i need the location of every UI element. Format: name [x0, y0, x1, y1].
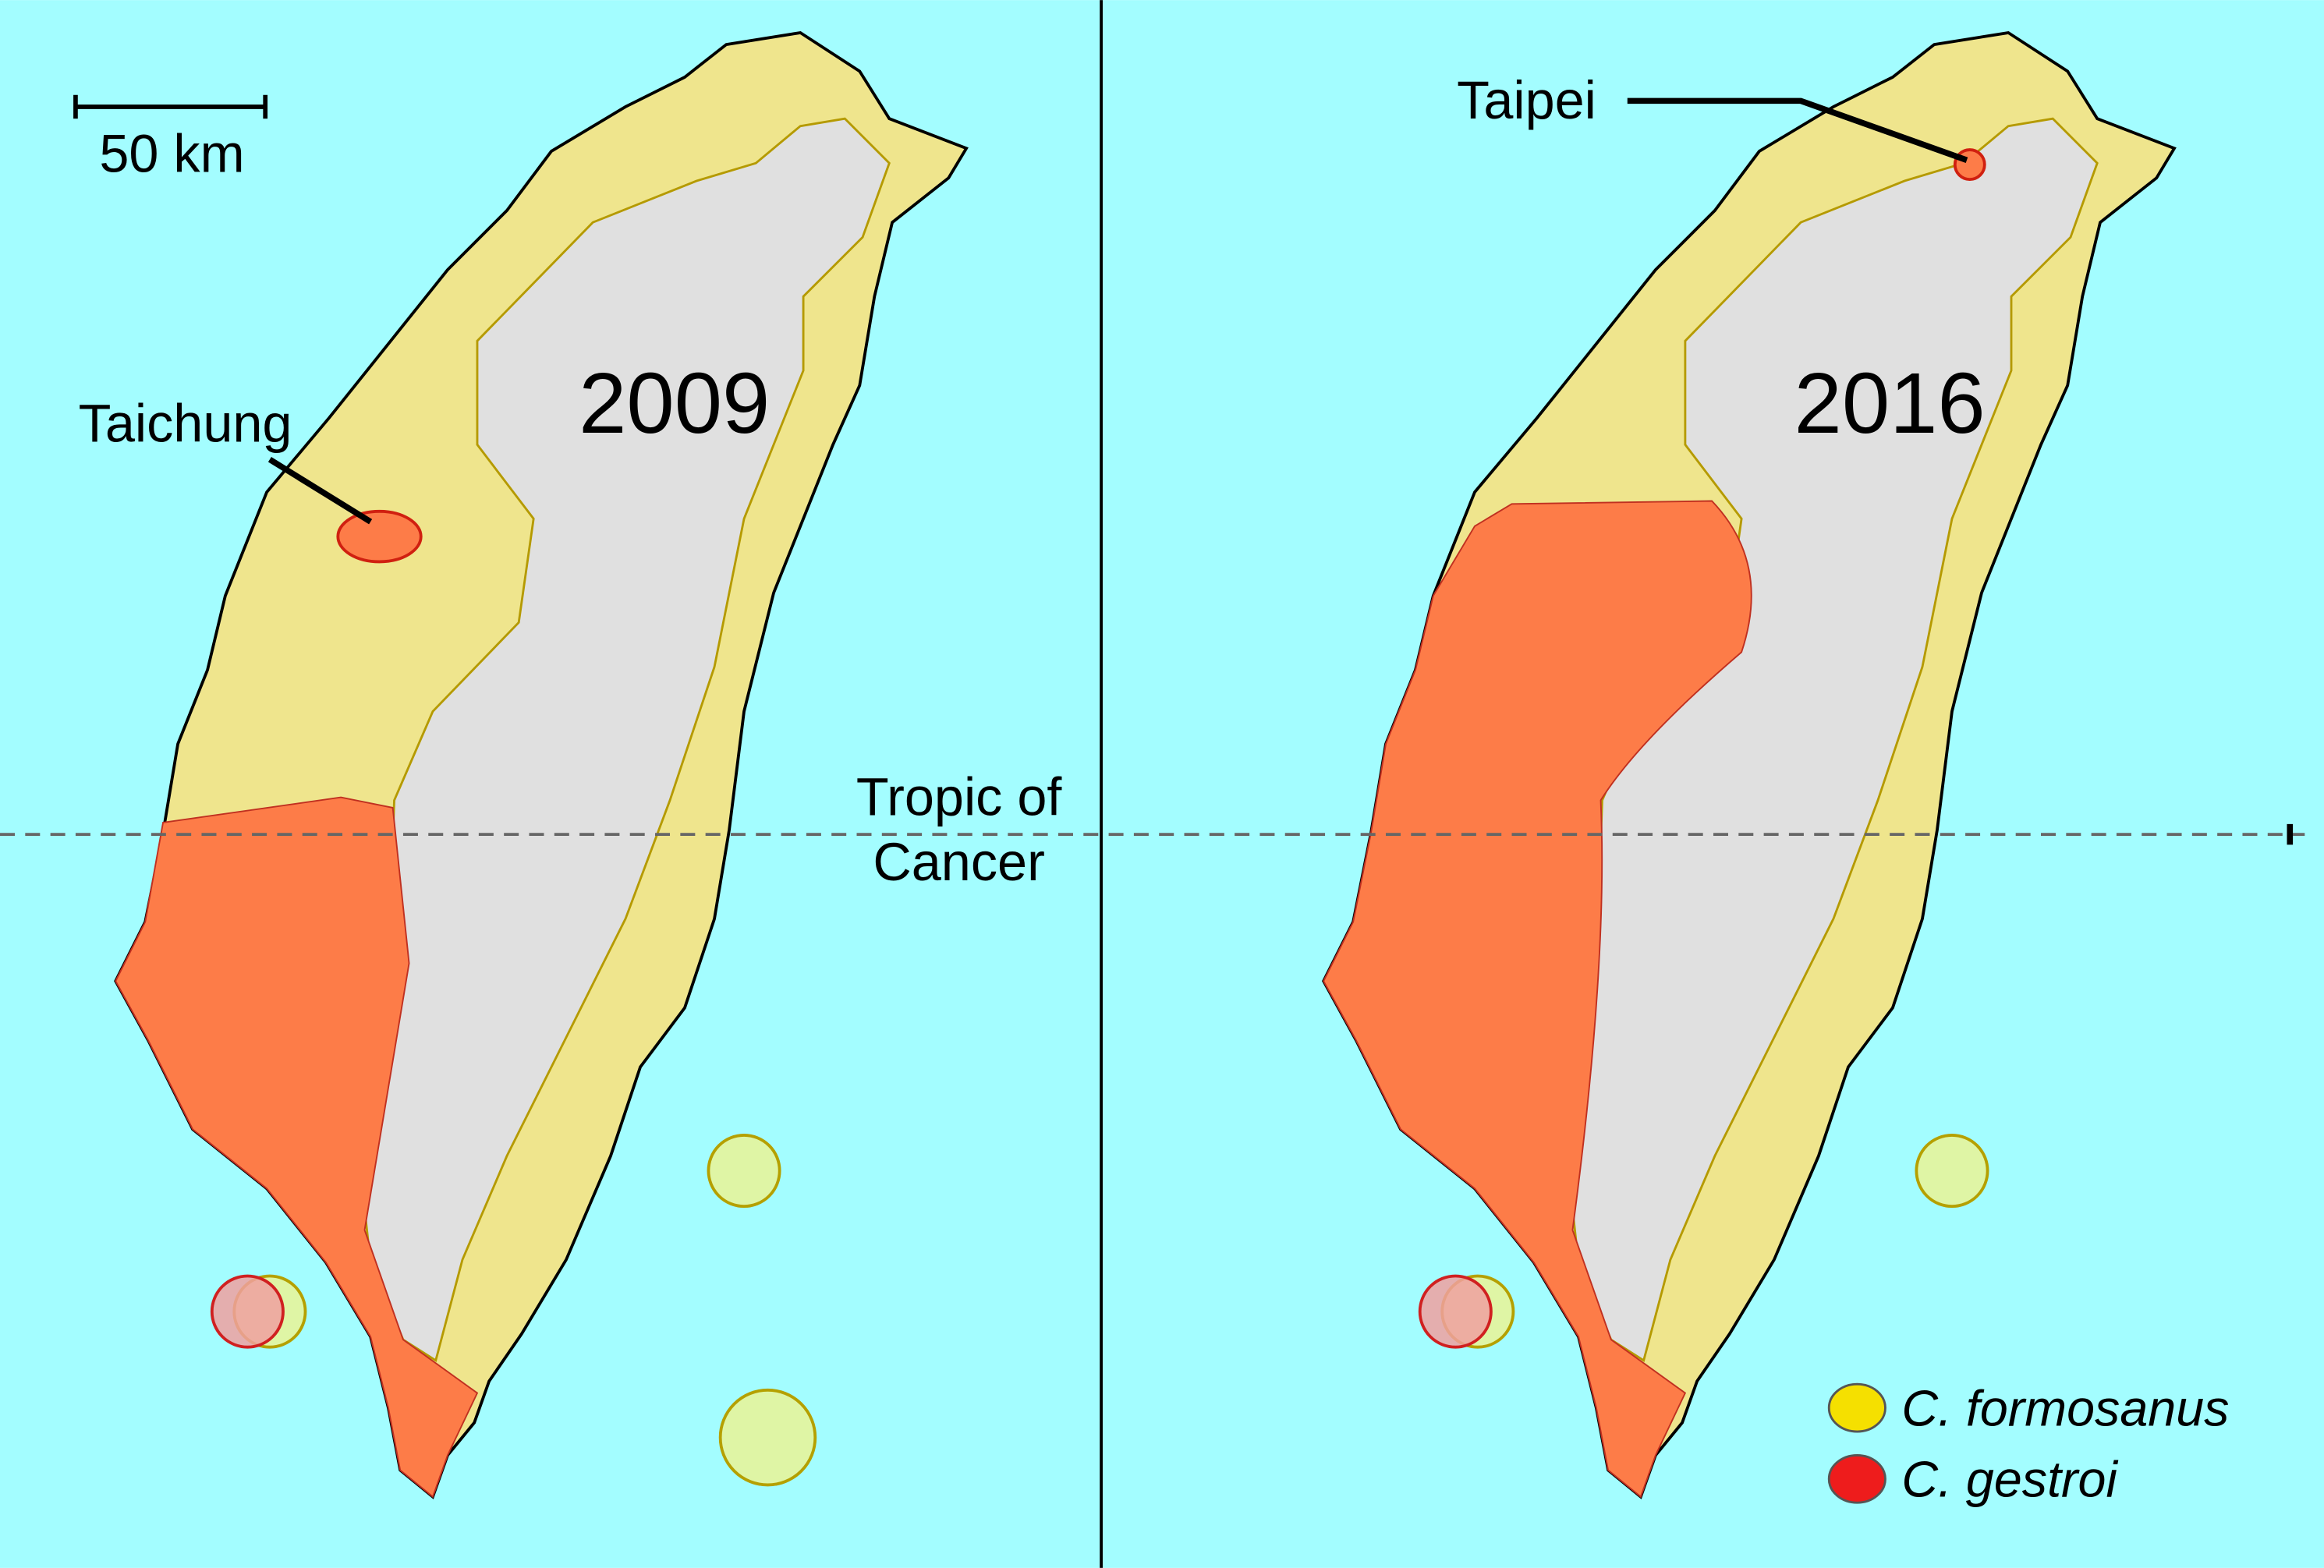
scale-bar: 50 km	[73, 94, 268, 184]
legend-swatch	[1827, 1382, 1886, 1433]
city-label: Taipei	[1457, 71, 1596, 130]
legend-label: C. formosanus	[1901, 1380, 2229, 1436]
tropic-label: Tropic of	[856, 767, 1063, 826]
scale-label: 50 km	[99, 125, 244, 184]
tropic-label: Cancer	[873, 833, 1045, 892]
legend-swatch	[1827, 1454, 1886, 1504]
panel-2016: 2016 Taipei	[1322, 31, 2176, 1499]
legend-label: C. gestroi	[1901, 1452, 2118, 1508]
panel-2009: 2009 Taichung	[79, 31, 969, 1499]
city-label: Taichung	[79, 394, 292, 453]
legend: C. formosanus C. gestroi	[1827, 1380, 2229, 1508]
year-label: 2016	[1794, 356, 1986, 451]
year-label: 2009	[579, 356, 770, 451]
